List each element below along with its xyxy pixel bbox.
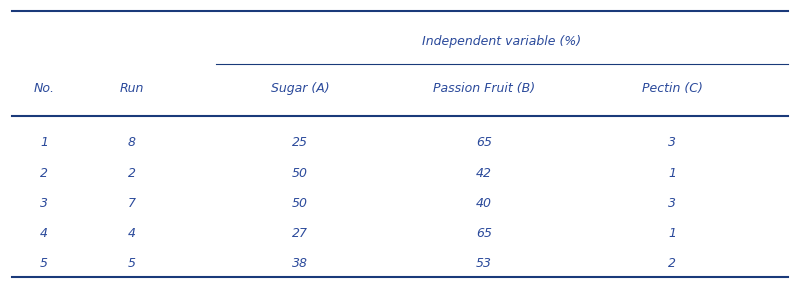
Text: 8: 8 [128, 136, 136, 150]
Text: 1: 1 [668, 166, 676, 180]
Text: 50: 50 [292, 166, 308, 180]
Text: 7: 7 [128, 196, 136, 210]
Text: 3: 3 [40, 196, 48, 210]
Text: 50: 50 [292, 196, 308, 210]
Text: 65: 65 [476, 136, 492, 150]
Text: Pectin (C): Pectin (C) [642, 82, 702, 95]
Text: 53: 53 [476, 257, 492, 270]
Text: 1: 1 [668, 227, 676, 240]
Text: 2: 2 [668, 257, 676, 270]
Text: 40: 40 [476, 196, 492, 210]
Text: 5: 5 [128, 257, 136, 270]
Text: 4: 4 [40, 227, 48, 240]
Text: No.: No. [34, 82, 54, 95]
Text: 2: 2 [40, 166, 48, 180]
Text: 25: 25 [292, 136, 308, 150]
Text: Independent variable (%): Independent variable (%) [422, 35, 582, 48]
Text: Passion Fruit (B): Passion Fruit (B) [433, 82, 535, 95]
Text: 65: 65 [476, 227, 492, 240]
Text: 2: 2 [128, 166, 136, 180]
Text: 4: 4 [128, 227, 136, 240]
Text: 38: 38 [292, 257, 308, 270]
Text: 42: 42 [476, 166, 492, 180]
Text: 27: 27 [292, 227, 308, 240]
Text: Run: Run [120, 82, 144, 95]
Text: 5: 5 [40, 257, 48, 270]
Text: 3: 3 [668, 196, 676, 210]
Text: 1: 1 [40, 136, 48, 150]
Text: 3: 3 [668, 136, 676, 150]
Text: Sugar (A): Sugar (A) [270, 82, 330, 95]
